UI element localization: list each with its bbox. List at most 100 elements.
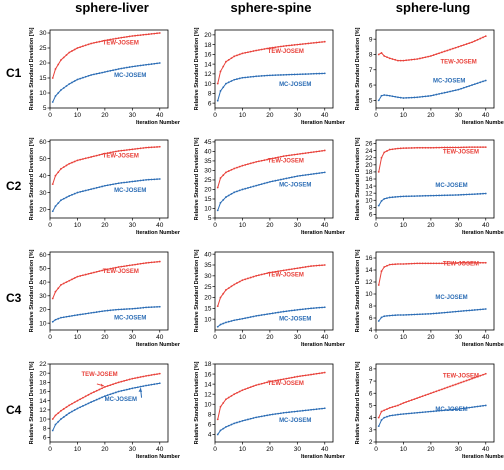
mc-point	[465, 85, 468, 88]
mc-point	[380, 419, 383, 421]
tew-point	[285, 269, 288, 271]
tew-point	[451, 146, 454, 149]
tew-point	[471, 377, 473, 380]
mc-point	[233, 422, 236, 425]
mc-point	[377, 425, 380, 428]
mc-point	[73, 409, 76, 411]
x-axis-label: Iteration Number	[462, 454, 504, 460]
mc-point	[484, 79, 487, 82]
mc-point	[460, 310, 462, 313]
tew-point	[290, 376, 293, 379]
tew-point	[219, 70, 222, 73]
tew-point	[222, 292, 225, 295]
tew-point	[268, 47, 271, 49]
mc-point	[71, 410, 73, 413]
mc-point	[427, 313, 430, 315]
mc-point	[377, 204, 380, 207]
mc-point	[106, 184, 109, 187]
x-tick-label: 20	[101, 222, 109, 229]
mc-point	[312, 172, 315, 175]
tew-point	[123, 265, 125, 268]
tew-point	[421, 146, 424, 149]
tew-point	[419, 146, 421, 149]
mc-point	[421, 313, 424, 316]
tew-point	[142, 262, 145, 265]
mc-point	[103, 71, 106, 73]
tew-point	[114, 150, 117, 153]
tew-point	[255, 49, 258, 52]
mc-point	[79, 406, 82, 409]
tew-point	[260, 159, 263, 162]
tew-point	[424, 146, 427, 149]
mc-point	[158, 178, 161, 180]
mc-point	[225, 321, 227, 324]
tew-point	[114, 382, 117, 385]
tew-point	[399, 59, 402, 62]
tew-point	[268, 271, 271, 274]
tew-point	[219, 405, 222, 408]
tew-point	[147, 374, 150, 377]
mc-point	[134, 307, 136, 310]
tew-point	[145, 146, 147, 149]
tew-point	[109, 384, 112, 387]
tew-point	[468, 146, 471, 149]
tew-point	[429, 55, 432, 57]
mc-point	[413, 412, 416, 414]
tew-point	[424, 262, 427, 265]
mc-point	[225, 426, 227, 428]
mc-point	[290, 73, 293, 76]
tew-point	[427, 146, 430, 149]
mc-point	[293, 410, 296, 413]
tew-point	[76, 159, 79, 162]
tew-point	[301, 43, 304, 45]
mc-point	[142, 306, 145, 309]
y-tick-label: 8	[43, 425, 47, 432]
mc-point	[134, 180, 136, 183]
tew-point	[93, 391, 95, 393]
tew-point	[95, 270, 98, 273]
tew-point	[388, 406, 391, 409]
mc-point	[147, 384, 150, 387]
x-tick-label: 30	[129, 112, 137, 119]
tew-point	[158, 372, 161, 375]
tew-point	[90, 272, 93, 275]
mc-point	[230, 320, 233, 322]
mc-point	[142, 64, 145, 67]
y-tick-label: 30	[204, 168, 212, 175]
mc-point	[274, 179, 277, 182]
mc-point	[227, 320, 230, 323]
tew-point	[299, 375, 301, 378]
tew-point	[158, 145, 161, 148]
mc-point	[255, 416, 258, 419]
mc-point	[103, 184, 106, 187]
mc-point	[65, 196, 68, 199]
tew-point	[394, 58, 397, 61]
tew-point	[304, 42, 307, 45]
tew-point	[109, 151, 112, 154]
mc-point	[440, 311, 443, 314]
y-tick-label: 5	[369, 98, 373, 105]
mc-point	[405, 195, 408, 198]
x-tick-label: 0	[374, 446, 378, 453]
mc-point	[279, 412, 282, 415]
mc-point	[60, 89, 62, 91]
tew-point	[271, 46, 274, 49]
mc-point	[424, 194, 427, 197]
tew-point	[315, 41, 318, 44]
y-tick-label: 6	[43, 435, 47, 442]
mc-point	[473, 309, 476, 311]
tew-point	[408, 262, 410, 265]
x-axis-label: Iteration Number	[462, 342, 504, 348]
mc-point	[386, 315, 388, 317]
mc-point	[136, 179, 139, 182]
tew-point	[216, 186, 219, 189]
mc-point	[435, 312, 438, 315]
mc-point	[93, 399, 95, 402]
tew-line	[217, 149, 325, 188]
y-tick-label: 4	[369, 415, 373, 422]
axes-frame	[49, 139, 169, 219]
y-tick-label: 12	[365, 190, 373, 197]
mc-point	[247, 187, 249, 189]
mc-point	[219, 90, 222, 92]
